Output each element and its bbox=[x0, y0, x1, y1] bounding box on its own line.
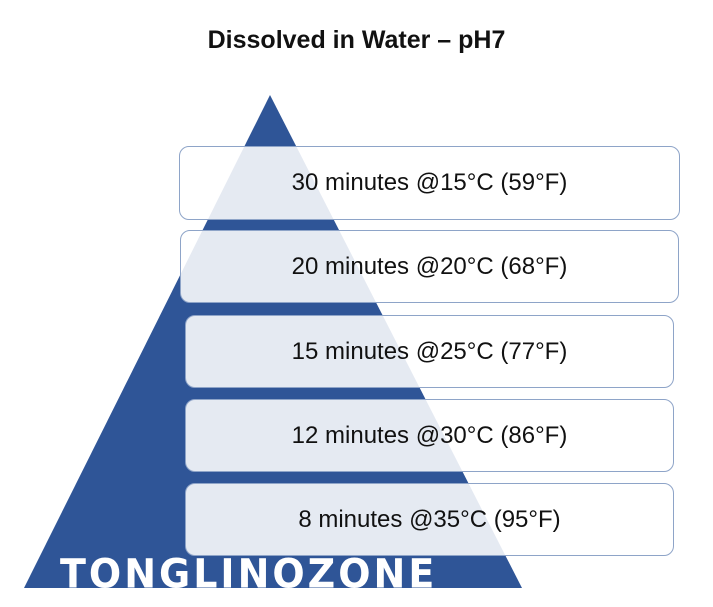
level-box-3: 15 minutes @25°C (77°F) bbox=[185, 315, 674, 388]
level-box-5: 8 minutes @35°C (95°F) bbox=[185, 483, 674, 556]
level-label: 20 minutes @20°C (68°F) bbox=[291, 252, 568, 280]
watermark: TONGLINOZONE bbox=[60, 550, 438, 598]
level-box-4: 12 minutes @30°C (86°F) bbox=[185, 399, 674, 472]
level-label: 30 minutes @15°C (59°F) bbox=[291, 169, 568, 196]
level-label: 15 minutes @25°C (77°F) bbox=[291, 337, 568, 365]
level-box-1: 30 minutes @15°C (59°F) bbox=[179, 146, 680, 220]
diagram-title: Dissolved in Water – pH7 bbox=[207, 26, 506, 54]
level-box-2: 20 minutes @20°C (68°F) bbox=[180, 230, 679, 303]
level-label: 12 minutes @30°C (86°F) bbox=[291, 421, 568, 449]
level-label: 8 minutes @35°C (95°F) bbox=[298, 505, 561, 533]
